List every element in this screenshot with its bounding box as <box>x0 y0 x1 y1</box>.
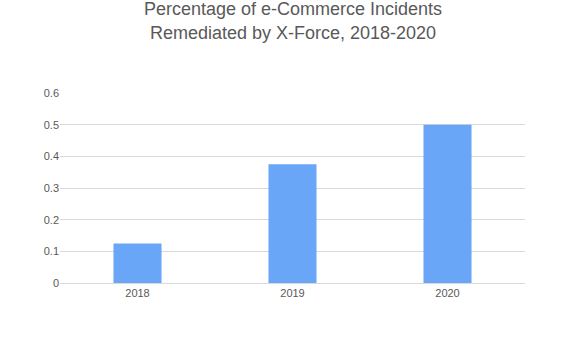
svg-text:0.4: 0.4 <box>44 150 59 162</box>
svg-text:0.2: 0.2 <box>44 214 59 226</box>
svg-text:2018: 2018 <box>125 287 149 299</box>
svg-text:0: 0 <box>53 277 59 289</box>
svg-text:0.1: 0.1 <box>44 245 59 257</box>
svg-text:0.6: 0.6 <box>44 87 59 99</box>
svg-text:Percentage of e-Commerce Incid: Percentage of e-Commerce IncidentsRemedi… <box>144 0 442 43</box>
svg-text:2020: 2020 <box>435 287 459 299</box>
svg-text:0.5: 0.5 <box>44 119 59 131</box>
svg-text:2019: 2019 <box>280 287 304 299</box>
svg-text:0.3: 0.3 <box>44 182 59 194</box>
